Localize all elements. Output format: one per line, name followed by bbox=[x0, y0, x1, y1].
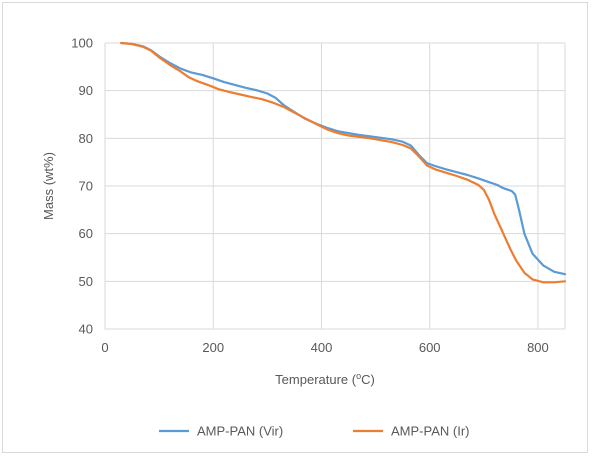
x-axis-title-unit: C) bbox=[361, 372, 375, 387]
series-line-0 bbox=[120, 41, 567, 276]
x-tick-label-400: 400 bbox=[311, 340, 333, 355]
series-lines bbox=[120, 41, 567, 284]
x-tick-label-0: 0 bbox=[101, 340, 108, 355]
x-axis-title: Temperature (oC) bbox=[275, 371, 375, 387]
y-tick-label-40: 40 bbox=[79, 322, 93, 337]
y-tick-label-50: 50 bbox=[79, 274, 93, 289]
y-axis-title: Mass (wt%) bbox=[41, 152, 56, 220]
series-line-1 bbox=[120, 41, 567, 284]
grid-lines bbox=[104, 42, 566, 330]
legend: AMP-PAN (Vir) AMP-PAN (Ir) bbox=[159, 424, 469, 439]
y-tick-label-60: 60 bbox=[79, 226, 93, 241]
y-tick-label-90: 90 bbox=[79, 83, 93, 98]
x-tick-label-200: 200 bbox=[202, 340, 224, 355]
legend-label-ir: AMP-PAN (Ir) bbox=[391, 424, 469, 439]
legend-label-vir: AMP-PAN (Vir) bbox=[197, 424, 283, 439]
x-tick-label-800: 800 bbox=[527, 340, 549, 355]
x-axis-title-superscript: o bbox=[356, 371, 361, 381]
chart-canvas: 40 50 60 70 80 90 100 0 200 400 600 800 Mass (wt%)… bbox=[41, 36, 567, 439]
x-tick-labels: 0 200 400 600 800 bbox=[101, 340, 548, 355]
y-tick-labels: 40 50 60 70 80 90 100 bbox=[71, 36, 93, 337]
y-tick-label-100: 100 bbox=[71, 36, 93, 51]
x-axis-title-text: Temperature ( bbox=[275, 372, 357, 387]
chart-container: 40 50 60 70 80 90 100 0 200 400 600 800 Mass (wt%)… bbox=[2, 2, 588, 453]
x-tick-label-600: 600 bbox=[419, 340, 441, 355]
y-tick-label-80: 80 bbox=[79, 131, 93, 146]
y-tick-label-70: 70 bbox=[79, 179, 93, 194]
